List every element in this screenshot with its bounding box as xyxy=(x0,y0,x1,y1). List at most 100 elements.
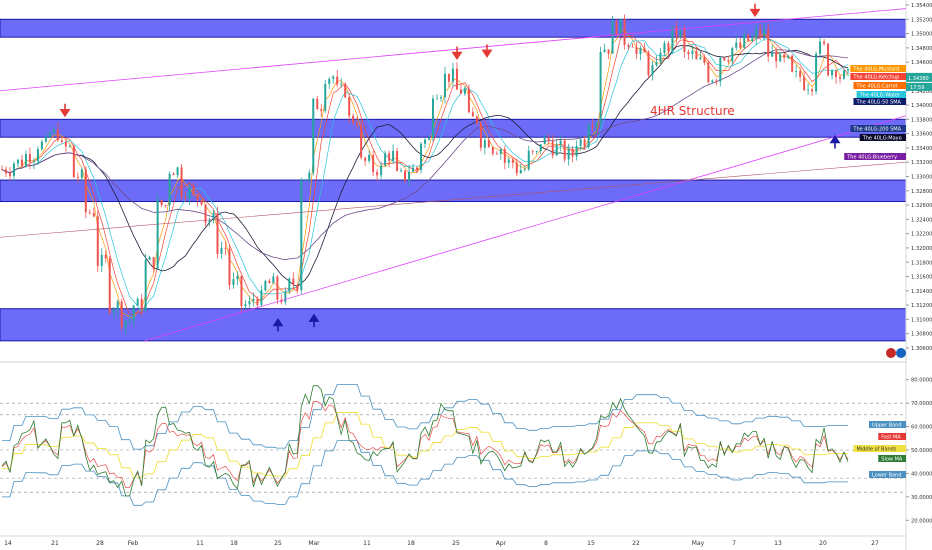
candle-body xyxy=(483,140,486,148)
candle-body xyxy=(751,38,754,41)
upper-trendline xyxy=(0,8,907,92)
candle-body xyxy=(831,70,834,76)
price-tick-label: 1.34800 xyxy=(911,46,932,52)
candle-body xyxy=(40,141,43,150)
legend-tag xyxy=(844,153,906,160)
candle-body xyxy=(108,258,111,313)
candle-body xyxy=(647,52,650,76)
candle-body xyxy=(639,47,642,55)
candle-body xyxy=(763,29,766,36)
rsi-legend-tag xyxy=(853,445,906,452)
candle-body xyxy=(491,147,494,154)
legend-tag xyxy=(850,125,906,132)
candle-body xyxy=(439,97,442,99)
candle-body xyxy=(276,276,279,300)
rsi-legend-tag xyxy=(869,471,906,478)
time-tick-label: 20 xyxy=(819,540,827,547)
candle-body xyxy=(412,167,415,172)
time-tick-label: 25 xyxy=(274,540,282,547)
rsi-legend-label: Middle of Bands xyxy=(857,447,897,453)
candle-body xyxy=(132,305,135,321)
legend-tag xyxy=(856,91,906,98)
down-arrow xyxy=(59,103,71,118)
candle-body xyxy=(823,41,826,44)
candle-body xyxy=(160,199,163,206)
rsi-tick-label: 30.00000 xyxy=(911,495,932,501)
candle-body xyxy=(404,170,407,181)
candle-body xyxy=(212,212,215,221)
candle-body xyxy=(623,18,626,46)
candle-body xyxy=(168,173,171,206)
legend-tag xyxy=(859,134,906,141)
candle-body xyxy=(487,140,490,148)
ma-200-sma xyxy=(1,49,849,261)
candle-body xyxy=(44,136,47,142)
price-tick-label: 1.32000 xyxy=(911,246,932,252)
candle-body xyxy=(396,151,399,171)
candle-body xyxy=(84,169,87,213)
candle-body xyxy=(360,124,363,158)
candle-body xyxy=(715,80,718,82)
candle-body xyxy=(495,153,498,155)
candle-body xyxy=(340,83,343,85)
candle-body xyxy=(48,132,51,137)
lower-band-line xyxy=(2,440,848,506)
candle-body xyxy=(475,116,478,124)
time-tick-label: 15 xyxy=(587,540,595,547)
time-tick-label: 11 xyxy=(363,540,371,547)
candle-body xyxy=(783,54,786,58)
indicator-legend: The 40LG:Mustard The 40LG:Ketchup The 40LG… xyxy=(844,65,906,161)
candle-body xyxy=(64,141,67,147)
candle-body xyxy=(260,290,263,306)
candle-body xyxy=(443,73,446,98)
rsi-tick-label: 80.00000 xyxy=(911,378,932,384)
middle-band-line xyxy=(2,412,848,478)
candle-body xyxy=(8,173,11,176)
rsi-tick-label: 20.00000 xyxy=(911,518,932,524)
candle-body xyxy=(92,213,95,217)
candle-body xyxy=(408,171,411,181)
up-arrow xyxy=(308,313,320,328)
candle-body xyxy=(68,145,71,147)
price-tick-label: 1.35400 xyxy=(911,3,932,9)
legend-tag xyxy=(853,98,906,105)
candle-body xyxy=(803,76,806,90)
candle-body xyxy=(248,301,251,305)
time-tick-label: 11 xyxy=(196,540,204,547)
legend-label: The 40LG:Mustard xyxy=(852,67,899,73)
time-tick-label: 22 xyxy=(632,540,640,547)
candle-body xyxy=(88,212,91,214)
candle-body xyxy=(372,154,375,172)
candle-body xyxy=(1,169,3,171)
candle-body xyxy=(635,47,638,55)
currency-flag-icon[interactable] xyxy=(886,348,906,358)
candle-body xyxy=(791,55,794,72)
candle-body xyxy=(687,51,690,55)
candle-body xyxy=(551,140,554,156)
candle-body xyxy=(400,170,403,172)
candle-body xyxy=(192,187,195,195)
candle-body xyxy=(356,122,359,125)
candle-body xyxy=(264,280,267,291)
candle-body xyxy=(348,97,351,116)
rsi-legend-tag xyxy=(878,433,906,440)
candle-body xyxy=(112,309,115,313)
long-sma-line xyxy=(0,161,907,238)
price-tick-label: 1.33200 xyxy=(911,160,932,166)
lower-trendline xyxy=(144,115,907,342)
candle-body xyxy=(795,71,798,72)
time-tick-label: 27 xyxy=(871,540,879,547)
candle-body xyxy=(847,69,850,71)
candle-body xyxy=(735,42,738,48)
time-tick-label: Apr xyxy=(496,540,507,547)
legend-label: The 40LG:Carrot xyxy=(856,84,898,90)
candle-body xyxy=(643,47,646,53)
time-tick-label: 7 xyxy=(732,540,736,547)
price-tick-label: 1.33400 xyxy=(911,146,932,152)
candle-body xyxy=(463,88,466,94)
price-tick-label: 1.32200 xyxy=(911,232,932,238)
price-tick-label: 1.34600 xyxy=(911,60,932,66)
moving-averages xyxy=(1,29,849,319)
